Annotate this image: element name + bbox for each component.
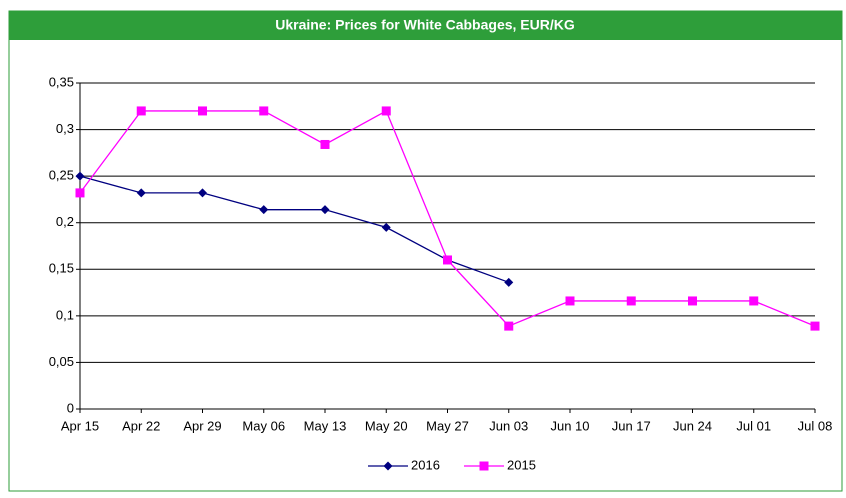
y-tick-label: 0,15 [49,261,74,276]
point [136,106,146,116]
y-tick-label: 0,1 [56,307,74,322]
frame [8,10,843,492]
point [749,296,759,306]
legend-label: 2015 [507,457,536,472]
y-tick-label: 0,2 [56,214,74,229]
point [688,296,697,306]
point [504,321,514,331]
point [75,188,85,198]
x-tick-label: Apr 15 [61,418,99,433]
x-tick-label: Apr 22 [122,418,160,433]
y-tick-label: 0,25 [49,168,74,183]
point [810,321,820,331]
title-bar [9,11,842,40]
point [259,205,269,215]
x-tick-label: May 20 [365,418,408,433]
point [198,188,207,198]
y-tick-label: 0,05 [49,354,74,369]
x-tick-label: May 27 [426,418,469,433]
x-tick-label: Jun 10 [550,418,589,433]
point [381,222,391,232]
point [383,461,393,471]
y-tick-label: 0,3 [56,121,74,136]
point [504,277,514,287]
point [565,296,575,306]
x-tick-label: Jul 01 [736,418,771,433]
x-tick-label: May 06 [242,418,285,433]
x-tick-label: Jun 03 [489,418,528,433]
point [136,188,146,198]
point [320,205,330,215]
y-tick-label: 0 [67,400,74,415]
point [626,296,636,306]
legend-label: 2016 [411,457,440,472]
chart-title: Ukraine: Prices for White Cabbages, EUR/… [275,17,575,33]
point [259,106,269,116]
point [75,171,85,181]
series-line [79,175,509,283]
x-tick-label: May 13 [304,418,347,433]
point [479,461,489,471]
point [198,106,207,116]
point [381,106,391,116]
point [320,139,330,149]
x-tick-label: Jun 17 [612,418,651,433]
y-tick-label: 0,35 [49,74,74,89]
x-tick-label: Jul 08 [798,418,833,433]
x-tick-label: Apr 29 [183,418,221,433]
point [443,255,452,265]
x-tick-label: Jun 24 [673,418,712,433]
